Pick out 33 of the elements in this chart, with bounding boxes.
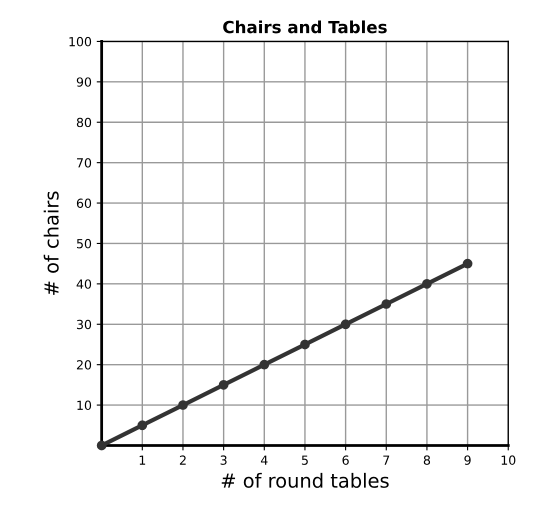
chart-title: Chairs and Tables (223, 20, 387, 34)
y-tick-label: 90 (76, 77, 92, 87)
x-axis-title: # of round tables (222, 472, 389, 488)
point (178, 400, 188, 410)
x-tick-label: 1 (140, 456, 146, 465)
point (340, 319, 350, 330)
y-tick-label: 70 (77, 158, 92, 168)
point (259, 360, 270, 370)
y-tick-label: 30 (76, 320, 92, 330)
point (300, 340, 310, 350)
point (137, 420, 148, 430)
y-tick-label: 10 (77, 400, 92, 410)
x-tick-label: 5 (302, 456, 308, 465)
x-tick-label: 7 (383, 456, 390, 465)
y-tick-label: 50 (76, 238, 92, 248)
y-tick-label: 40 (76, 279, 92, 289)
y-axis-title: # of chairs (44, 191, 59, 295)
x-tick-label: 6 (342, 455, 349, 465)
point (96, 440, 107, 450)
y-tick-label: 80 (76, 118, 92, 128)
x-tick-label: 3 (220, 455, 227, 465)
y-tick-label: 60 (76, 198, 92, 208)
x-tick-label: 9 (464, 455, 471, 465)
x-tick-label: 4 (260, 456, 268, 465)
x-tick-label: 10 (502, 455, 516, 465)
y-tick-label: 20 (76, 360, 92, 370)
x-tick-label: 8 (424, 455, 430, 465)
point (422, 279, 432, 289)
y-tick-label: 100 (69, 36, 92, 46)
x-tick-label: 2 (180, 455, 186, 465)
point (462, 258, 472, 269)
point (381, 299, 392, 309)
point (218, 380, 228, 390)
